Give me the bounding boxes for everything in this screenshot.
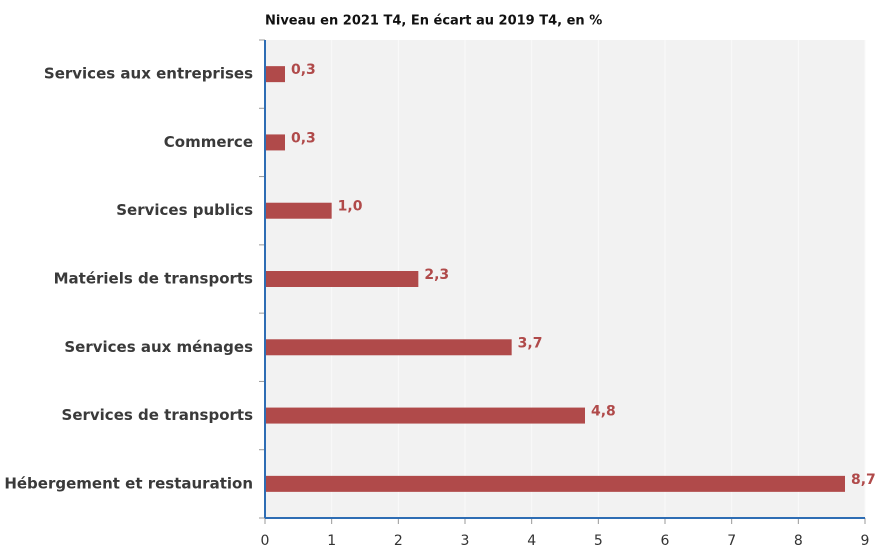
x-tick-label: 5: [594, 533, 603, 549]
bar: [265, 271, 419, 287]
value-label: 3,7: [518, 335, 543, 351]
bar: [265, 66, 285, 83]
x-tick-label: 7: [727, 533, 736, 549]
y-tick-label: Hébergement et restauration: [4, 474, 253, 492]
bar: [265, 134, 285, 151]
bar: [265, 475, 845, 492]
x-tick-label: 4: [527, 533, 536, 549]
y-tick-label: Services aux entreprises: [44, 65, 253, 83]
y-tick-label: Services aux ménages: [64, 338, 253, 356]
x-tick-label: 3: [461, 533, 470, 549]
x-tick-label: 8: [794, 533, 803, 549]
x-tick-label: 6: [661, 533, 670, 549]
value-label: 1,0: [338, 199, 363, 215]
bar: [265, 339, 512, 356]
chart-title: Niveau en 2021 T4, En écart au 2019 T4, …: [265, 14, 602, 29]
y-tick-label: Matériels de transports: [54, 270, 253, 288]
y-tick-label: Services de transports: [62, 406, 254, 424]
value-label: 0,3: [291, 130, 316, 146]
x-tick-label: 2: [394, 533, 403, 549]
x-tick-label: 9: [861, 533, 870, 549]
value-label: 4,8: [591, 404, 616, 420]
y-tick-label: Commerce: [164, 133, 253, 151]
value-label: 8,7: [851, 472, 876, 488]
bar: [265, 202, 332, 219]
bar: [265, 407, 585, 424]
value-label: 2,3: [424, 267, 449, 283]
x-tick-label: 0: [261, 533, 270, 549]
y-tick-label: Services publics: [116, 201, 253, 219]
value-label: 0,3: [291, 62, 316, 78]
x-tick-label: 1: [327, 533, 336, 549]
